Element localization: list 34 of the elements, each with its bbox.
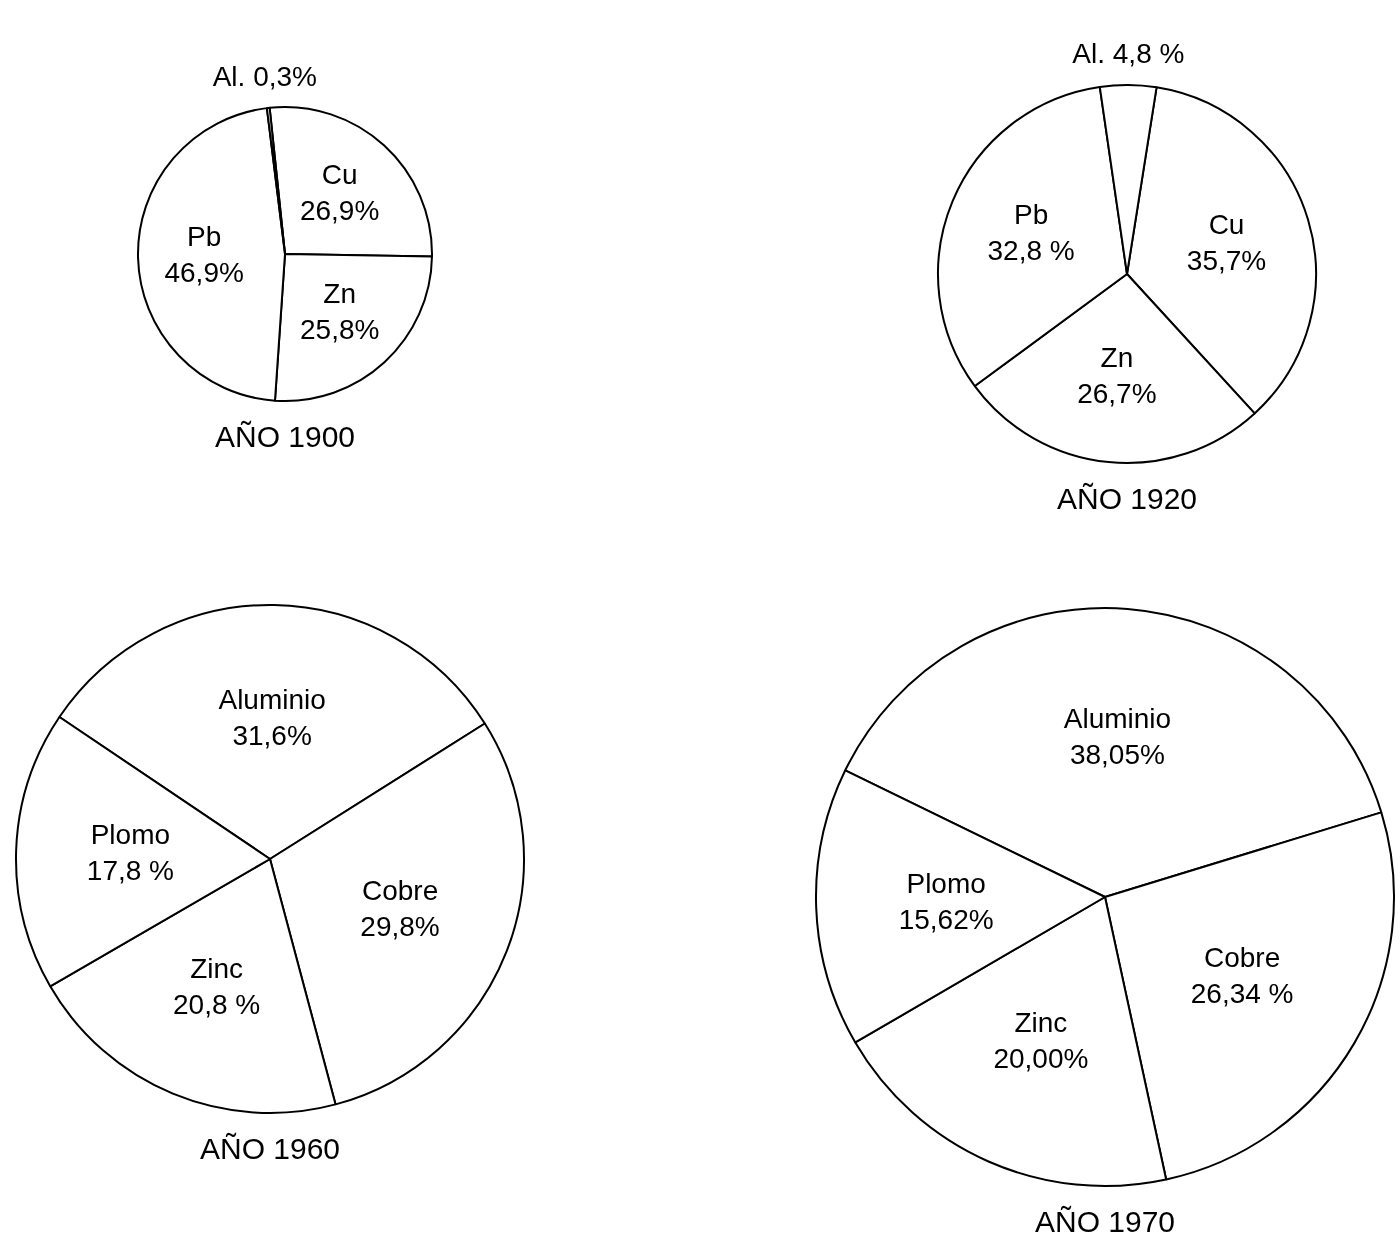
data-label: 26,7% [1077,378,1157,410]
text: AÑO 1900 [214,420,356,454]
data-label: 17,8 % [86,854,174,886]
data-label: 26,34 % [1190,978,1294,1010]
text: AÑO 1960 [199,1132,341,1166]
data-label: 20,8 % [173,988,261,1020]
slice-label: Aluminio [1063,703,1172,735]
slice-label: Zinc [190,952,244,984]
slice-label: Al. 4,8 % [1072,37,1185,69]
slice-label: Plomo [906,867,986,899]
text: AÑO 1970 [1034,1205,1176,1239]
slice-label: Zn [323,278,357,310]
slice-label: Plomo [90,818,171,850]
data-label: 26,9% [299,195,380,227]
data-label: 38,05% [1069,739,1165,771]
data-label: 20,00% [993,1043,1089,1075]
data-label: 15,62% [898,903,994,935]
slice-label: Cu [321,159,358,191]
data-label: 29,8% [360,910,440,942]
text: AÑO 1920 [1056,482,1198,516]
slice-label: Cu [1208,208,1245,240]
slice-label: Pb [187,220,222,252]
data-label: 32,8 % [987,234,1075,266]
slice-label: Zn [1100,342,1134,374]
data-label: 46,9% [164,256,244,288]
slice-label: Cobre [1204,942,1281,974]
data-label: 35,7% [1186,244,1267,276]
slice-label: Zinc [1014,1007,1068,1039]
data-label: 25,8% [300,314,380,346]
slice-label: Cobre [361,874,439,906]
slice-label: Al. 0,3% [212,60,317,92]
slice-label: Pb [1013,198,1049,230]
data-label: 31,6% [232,720,312,752]
slice-label: Aluminio [218,684,326,716]
